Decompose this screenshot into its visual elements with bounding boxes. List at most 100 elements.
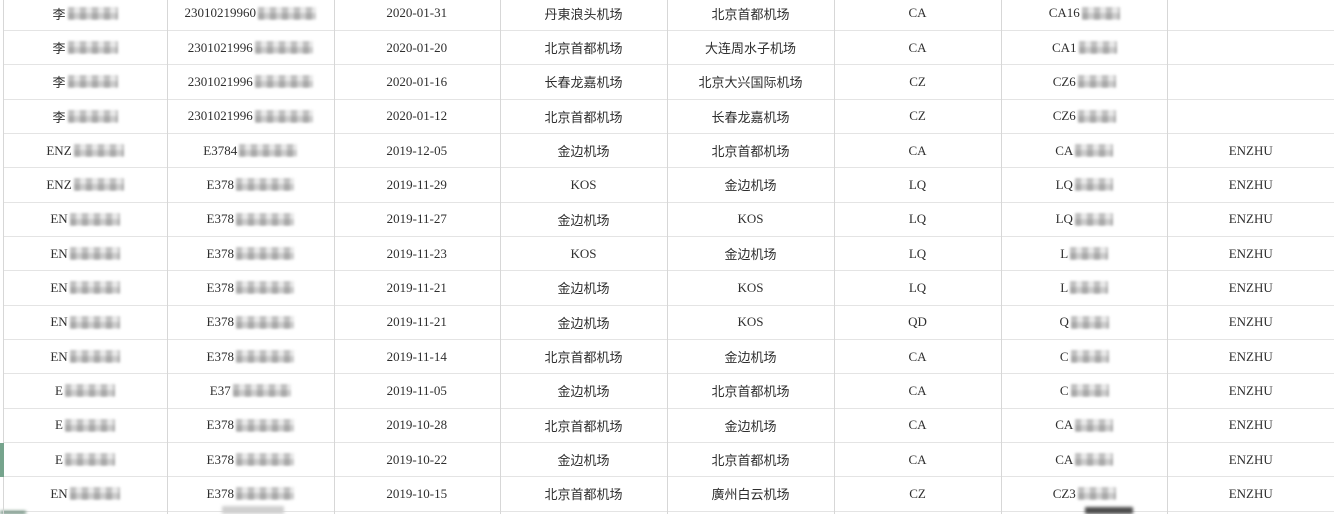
cell-id-number[interactable]: E3784 xyxy=(167,134,334,167)
cell-departure-airport[interactable]: 北京首都机场 xyxy=(500,477,667,510)
cell-flight-date[interactable]: 2019-11-14 xyxy=(334,340,501,373)
cell-id-number[interactable]: E378 xyxy=(167,443,334,476)
cell-passenger-name-en[interactable] xyxy=(1168,100,1334,133)
cell-departure-airport[interactable]: 北京首都机场 xyxy=(500,100,667,133)
cell-arrival-airport[interactable]: 北京大兴国际机场 xyxy=(667,65,834,98)
cell-airline-code[interactable]: LQ xyxy=(834,203,1001,236)
cell-passenger-name[interactable]: EN xyxy=(3,306,167,339)
cell-id-number[interactable]: E378 xyxy=(167,409,334,442)
cell-flight-number[interactable]: C xyxy=(1001,374,1168,407)
cell-flight-number[interactable]: CZ6 xyxy=(1001,100,1168,133)
cell-airline-code[interactable]: LQ xyxy=(834,237,1001,270)
cell-passenger-name-en[interactable]: ENZHU xyxy=(1168,409,1334,442)
cell-passenger-name[interactable]: E xyxy=(3,443,167,476)
cell-flight-date[interactable]: 2020-01-20 xyxy=(334,31,501,64)
cell-flight-date[interactable]: 2019-11-21 xyxy=(334,306,501,339)
cell-id-number[interactable]: E378 xyxy=(167,168,334,201)
cell-arrival-airport[interactable]: 北京首都机场 xyxy=(667,374,834,407)
cell-arrival-airport[interactable]: 廣州白云机场 xyxy=(667,477,834,510)
cell-passenger-name-en[interactable]: ENZHU xyxy=(1168,168,1334,201)
cell-passenger-name-en[interactable]: ENZHU xyxy=(1168,374,1334,407)
cell-passenger-name[interactable]: 李 xyxy=(3,0,167,30)
cell-airline-code[interactable]: CZ xyxy=(834,65,1001,98)
cell-arrival-airport[interactable]: 金边机场 xyxy=(667,409,834,442)
cell-arrival-airport[interactable]: KOS xyxy=(667,203,834,236)
cell-passenger-name[interactable]: ENZ xyxy=(3,134,167,167)
cell-id-number[interactable]: E378 xyxy=(167,477,334,510)
cell-departure-airport[interactable]: 北京首都机场 xyxy=(500,409,667,442)
cell-airline-code[interactable]: CZ xyxy=(834,477,1001,510)
cell-arrival-airport[interactable]: 长春龙嘉机场 xyxy=(667,100,834,133)
cell-id-number[interactable]: 2301021996 xyxy=(167,65,334,98)
cell-flight-number[interactable]: CA xyxy=(1001,443,1168,476)
cell-airline-code[interactable]: LQ xyxy=(834,271,1001,304)
cell-id-number[interactable]: E378 xyxy=(167,306,334,339)
cell-passenger-name-en[interactable]: ENZHU xyxy=(1168,477,1334,510)
cell-departure-airport[interactable]: 北京首都机场 xyxy=(500,340,667,373)
cell-flight-date[interactable]: 2019-12-05 xyxy=(334,134,501,167)
cell-flight-number[interactable]: Q xyxy=(1001,306,1168,339)
cell-flight-number[interactable]: CA xyxy=(1001,134,1168,167)
cell-flight-date[interactable]: 2019-11-27 xyxy=(334,203,501,236)
cell-arrival-airport[interactable]: KOS xyxy=(667,271,834,304)
cell-arrival-airport[interactable]: KOS xyxy=(667,306,834,339)
cell-passenger-name[interactable]: 李 xyxy=(3,100,167,133)
cell-id-number[interactable]: 2301021996 xyxy=(167,100,334,133)
cell-arrival-airport[interactable]: 金边机场 xyxy=(667,168,834,201)
cell-passenger-name-en[interactable]: ENZHU xyxy=(1168,271,1334,304)
cell-flight-number[interactable]: CA16 xyxy=(1001,0,1168,30)
cell-arrival-airport[interactable]: 北京首都机场 xyxy=(667,134,834,167)
cell-flight-date[interactable]: 2019-10-15 xyxy=(334,477,501,510)
cell-airline-code[interactable]: LQ xyxy=(834,168,1001,201)
cell-departure-airport[interactable]: 丹東浪头机场 xyxy=(500,0,667,30)
cell-id-number[interactable]: E378 xyxy=(167,237,334,270)
cell-passenger-name-en[interactable] xyxy=(1168,0,1334,30)
cell-passenger-name-en[interactable]: ENZHU xyxy=(1168,340,1334,373)
cell-flight-date[interactable]: 2019-11-29 xyxy=(334,168,501,201)
cell-departure-airport[interactable]: 金边机场 xyxy=(500,443,667,476)
cell-flight-number[interactable]: CZ6 xyxy=(1001,65,1168,98)
cell-passenger-name[interactable]: EN xyxy=(3,477,167,510)
cell-departure-airport[interactable]: 金边机场 xyxy=(500,271,667,304)
cell-arrival-airport[interactable]: 大连周水子机场 xyxy=(667,31,834,64)
cell-departure-airport[interactable]: KOS xyxy=(500,168,667,201)
cell-id-number[interactable]: E378 xyxy=(167,271,334,304)
cell-departure-airport[interactable]: 金边机场 xyxy=(500,134,667,167)
cell-id-number[interactable]: 23010219960 xyxy=(167,0,334,30)
cell-passenger-name-en[interactable]: ENZHU xyxy=(1168,306,1334,339)
cell-passenger-name[interactable]: 李 xyxy=(3,31,167,64)
cell-airline-code[interactable]: CA xyxy=(834,31,1001,64)
cell-passenger-name-en[interactable]: ENZHU xyxy=(1168,134,1334,167)
cell-flight-date[interactable]: 2019-10-22 xyxy=(334,443,501,476)
cell-passenger-name[interactable]: ENZ xyxy=(3,168,167,201)
cell-passenger-name[interactable]: E xyxy=(3,374,167,407)
cell-flight-number[interactable]: C xyxy=(1001,340,1168,373)
cell-id-number[interactable]: E378 xyxy=(167,340,334,373)
cell-passenger-name-en[interactable] xyxy=(1168,31,1334,64)
cell-airline-code[interactable]: CA xyxy=(834,409,1001,442)
cell-passenger-name-en[interactable]: ENZHU xyxy=(1168,237,1334,270)
cell-airline-code[interactable]: CA xyxy=(834,443,1001,476)
cell-id-number[interactable]: E37 xyxy=(167,374,334,407)
cell-arrival-airport[interactable]: 金边机场 xyxy=(667,237,834,270)
cell-airline-code[interactable]: QD xyxy=(834,306,1001,339)
cell-flight-number[interactable]: CA1 xyxy=(1001,31,1168,64)
cell-departure-airport[interactable]: 长春龙嘉机场 xyxy=(500,65,667,98)
cell-flight-date[interactable]: 2020-01-31 xyxy=(334,0,501,30)
cell-passenger-name[interactable]: 李 xyxy=(3,65,167,98)
cell-airline-code[interactable]: CA xyxy=(834,340,1001,373)
cell-passenger-name-en[interactable]: ENZHU xyxy=(1168,203,1334,236)
cell-airline-code[interactable]: CA xyxy=(834,0,1001,30)
cell-passenger-name[interactable]: EN xyxy=(3,237,167,270)
cell-departure-airport[interactable]: 金边机场 xyxy=(500,203,667,236)
cell-flight-date[interactable]: 2020-01-16 xyxy=(334,65,501,98)
cell-departure-airport[interactable]: 金边机场 xyxy=(500,374,667,407)
cell-flight-number[interactable]: CZ3 xyxy=(1001,477,1168,510)
cell-flight-number[interactable]: LQ xyxy=(1001,168,1168,201)
cell-flight-date[interactable]: 2019-10-28 xyxy=(334,409,501,442)
cell-flight-date[interactable]: 2019-11-21 xyxy=(334,271,501,304)
cell-flight-date[interactable]: 2019-11-05 xyxy=(334,374,501,407)
cell-arrival-airport[interactable]: 北京首都机场 xyxy=(667,0,834,30)
cell-passenger-name[interactable]: EN xyxy=(3,271,167,304)
cell-departure-airport[interactable]: KOS xyxy=(500,237,667,270)
